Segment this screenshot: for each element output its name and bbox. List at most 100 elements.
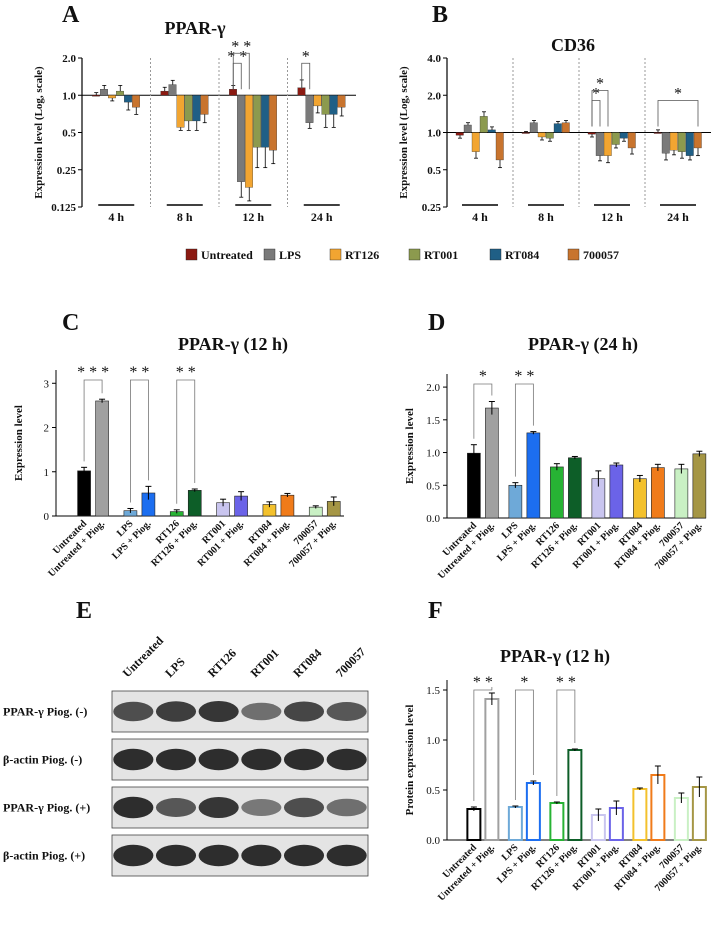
bar	[280, 494, 295, 517]
significance-stars: *	[479, 368, 487, 385]
y-tick-label: 2	[44, 423, 50, 435]
legend-swatch	[567, 248, 580, 261]
bar	[611, 132, 620, 145]
bar	[192, 95, 201, 122]
blot-band	[241, 844, 282, 867]
bar	[507, 806, 523, 841]
y-tick-label: 2.0	[427, 90, 441, 102]
bar	[567, 749, 583, 841]
panel-letter: A	[62, 2, 80, 28]
significance-stars: * *	[556, 674, 576, 691]
significance-bracket	[83, 379, 103, 462]
bar	[651, 467, 665, 519]
significance-bracket	[301, 62, 311, 90]
bar	[132, 95, 140, 108]
blot-row-label: β-actin Piog. (+)	[3, 849, 85, 863]
x-group-label: 8 h	[538, 210, 554, 224]
bar	[553, 123, 562, 133]
blot-strip	[111, 738, 369, 781]
y-tick-label: 1.5	[426, 685, 440, 697]
y-tick-label: 2.0	[62, 53, 76, 65]
y-tick-label: 0	[44, 511, 50, 523]
bar	[467, 452, 481, 519]
bar	[337, 95, 346, 108]
bar	[673, 797, 689, 841]
bar	[463, 124, 472, 133]
blot-band	[113, 701, 154, 722]
panel-a: A PPAR-γ Expression level (Log, scale) 2.0 1…	[33, 2, 356, 224]
y-tick-label: 1.5	[426, 415, 440, 427]
y-tick-label: 0.5	[426, 480, 440, 492]
chart-title: PPAR-γ	[164, 18, 226, 38]
y-tick-label: 0.0	[426, 835, 440, 847]
blot-band	[326, 702, 367, 721]
blot-band	[198, 701, 239, 722]
legend-swatch	[408, 248, 421, 261]
bar	[245, 95, 253, 188]
y-tick-label: 4.0	[427, 53, 441, 65]
bar	[253, 95, 261, 148]
bar	[595, 132, 604, 156]
bar	[692, 453, 707, 519]
blot-band	[283, 797, 325, 818]
bar	[487, 129, 496, 133]
blot-band	[155, 798, 197, 817]
legend-label: Untreated	[201, 248, 253, 262]
y-tick-label: 0.0	[426, 513, 440, 525]
y-axis-label: Expression level (Log, scale)	[33, 66, 45, 199]
y-tick-label: 3	[44, 378, 50, 390]
blot-band	[241, 748, 282, 771]
bar	[329, 95, 338, 115]
lane-label: RT126	[205, 646, 239, 680]
bar	[479, 116, 488, 133]
chart-title: PPAR-γ (12 h)	[500, 646, 610, 667]
panel-f: F PPAR-γ (12 h) Protein expression level 0.…	[404, 598, 707, 903]
bar	[116, 90, 124, 96]
y-tick-label: 2.0	[426, 382, 440, 394]
significance-bracket	[657, 100, 699, 127]
significance-stars: * *	[227, 48, 247, 65]
chart-title: PPAR-γ (24 h)	[528, 334, 638, 355]
blot-band	[326, 844, 367, 867]
bar	[455, 132, 464, 136]
significance-stars: * *	[473, 674, 493, 691]
significance-bracket	[514, 383, 534, 477]
significance-stars: * *	[514, 368, 534, 385]
legend-label: LPS	[279, 248, 301, 262]
lane-label: RT084	[290, 646, 324, 680]
legend-label: RT001	[424, 248, 458, 262]
bar	[603, 132, 612, 156]
significance-bracket	[473, 687, 493, 801]
bar	[632, 788, 648, 841]
bar	[77, 470, 91, 517]
bar	[92, 95, 100, 97]
blot-band	[326, 798, 367, 817]
bar	[237, 95, 245, 182]
y-tick-label: 0.25	[57, 165, 77, 177]
blot-band	[198, 797, 239, 818]
blot-strip	[111, 690, 369, 733]
bar	[529, 122, 538, 133]
bar	[184, 95, 193, 122]
y-tick-label: 0.25	[422, 202, 442, 214]
bar	[95, 400, 109, 517]
legend-swatch	[263, 248, 276, 261]
bar	[124, 95, 132, 103]
significance-stars: *	[674, 86, 682, 103]
bar	[526, 432, 541, 519]
bar	[674, 468, 689, 519]
bar	[549, 802, 565, 841]
x-group-label: 4 h	[472, 210, 488, 224]
legend-swatch	[185, 248, 198, 261]
significance-stars: *	[592, 86, 600, 103]
significance-stars: * *	[176, 364, 196, 381]
bar	[495, 132, 504, 161]
blot-row-label: PPAR-γ Piog. (-)	[3, 705, 87, 719]
panel-letter: F	[428, 598, 443, 624]
panel-b: B CD36 Expression level (Log, scale) 4.0 2.0…	[398, 2, 711, 224]
lane-label: 700057	[333, 645, 368, 680]
blot-band	[198, 748, 239, 771]
significance-bracket	[556, 689, 576, 796]
